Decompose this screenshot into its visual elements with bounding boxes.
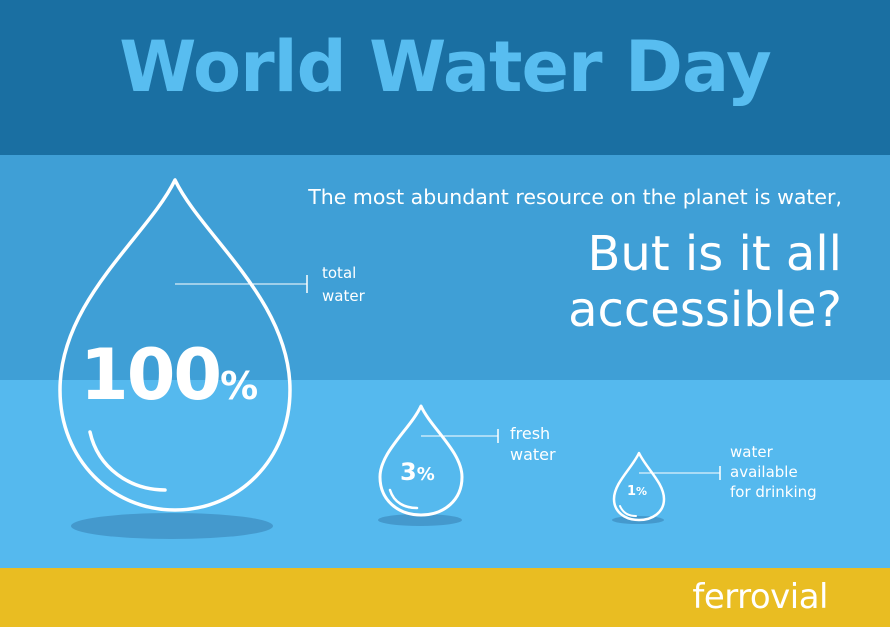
label-line: water — [730, 443, 773, 461]
drinking-water-label: water available for drinking — [730, 442, 817, 502]
footer-band — [0, 568, 890, 627]
drinking-water-percent: 1% — [627, 485, 647, 498]
question-line: accessible? — [568, 282, 842, 338]
drop-highlight-icon — [88, 430, 167, 492]
brand-logo: ferrovial — [692, 577, 828, 617]
label-line: water — [510, 445, 556, 464]
total-water-label: total water — [322, 262, 365, 308]
water-drop-icon — [612, 451, 666, 522]
label-line: fresh — [510, 424, 551, 443]
label-line: water — [322, 287, 365, 305]
fresh-water-percent: 3% — [400, 460, 435, 484]
middle-band — [0, 155, 890, 380]
label-line: total — [322, 264, 357, 282]
drop-highlight-icon — [388, 488, 419, 510]
percent-sign: % — [416, 464, 435, 485]
question-line: But is it all — [587, 226, 842, 282]
fresh-water-label: fresh water — [510, 423, 556, 465]
header-band — [0, 0, 890, 155]
percent-value: 1 — [627, 484, 637, 499]
tagline: The most abundant resource on the planet… — [308, 185, 842, 209]
percent-sign: % — [636, 485, 648, 498]
percent-sign: % — [220, 364, 258, 408]
drop-shadow — [378, 514, 462, 526]
total-water-percent: 100% — [80, 340, 258, 410]
water-drop-icon — [378, 404, 464, 517]
water-drop-icon — [58, 178, 292, 512]
drop-highlight-icon — [619, 505, 637, 517]
label-line: for drinking — [730, 483, 817, 501]
percent-value: 3 — [400, 458, 417, 486]
drop-shadow — [71, 513, 273, 539]
question-headline: But is it all accessible? — [568, 226, 842, 338]
label-line: available — [730, 463, 798, 481]
percent-value: 100 — [80, 334, 222, 416]
page-title: World Water Day — [119, 26, 771, 108]
